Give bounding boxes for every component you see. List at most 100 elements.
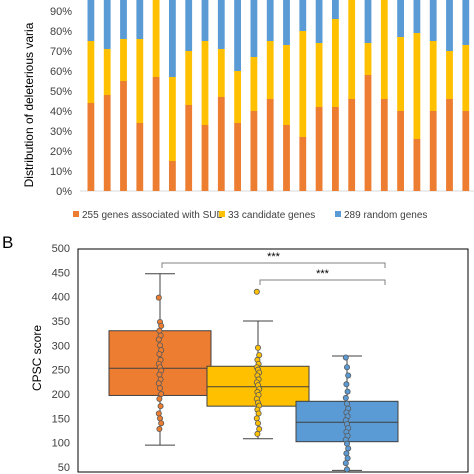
bar-segment: [103, 0, 111, 49]
data-point: [254, 420, 261, 427]
bar-segment: [152, 77, 160, 191]
legend-swatch: [73, 211, 79, 217]
bar-segment: [380, 99, 388, 191]
bar-segment: [299, 0, 307, 31]
data-point: [155, 410, 162, 417]
bar-segment: [120, 39, 127, 81]
bar-segment: [299, 31, 307, 137]
box-group: [295, 354, 399, 473]
bar-segment: [380, 0, 388, 99]
bars: [87, 0, 470, 191]
bar-segment: [332, 0, 339, 19]
data-point: [256, 426, 263, 433]
y-tick-label: 50%: [50, 86, 72, 98]
bar-segment: [136, 123, 144, 191]
legend-label: 289 random genes: [344, 210, 427, 221]
bar-segment: [266, 99, 274, 191]
data-point: [156, 342, 163, 349]
bar-segment: [201, 125, 209, 191]
bar-segment: [348, 0, 356, 99]
bar-segment: [332, 107, 339, 191]
bar-segment: [234, 123, 241, 191]
bar-segment: [462, 45, 470, 111]
bar-segment: [462, 111, 470, 191]
bar-segment: [234, 0, 241, 71]
bar-segment: [136, 0, 144, 39]
y-tick-label: 200: [52, 389, 70, 401]
bar-segment: [201, 41, 209, 125]
y-tick-label: 300: [52, 340, 70, 352]
significance-label: ***: [316, 268, 330, 280]
plot-area-frame: [77, 248, 469, 473]
bar-segment: [266, 0, 274, 41]
bar-segment: [364, 75, 372, 191]
data-point: [158, 390, 165, 397]
data-point: [342, 354, 349, 361]
bar-segment: [299, 137, 307, 191]
data-point: [254, 430, 261, 437]
bar-segment: [397, 111, 404, 191]
bar-segment: [348, 99, 356, 191]
data-point: [156, 415, 163, 422]
bar-segment: [446, 51, 453, 99]
bar-segment: [413, 139, 421, 191]
y-tick-labels: 50 100 150 200 250 300 350 400 450 500: [52, 243, 70, 474]
y-tick-label: 80%: [50, 26, 72, 38]
bar-segment: [234, 71, 241, 123]
bar-segment: [332, 19, 339, 107]
bar-segment: [87, 41, 95, 103]
y-tick-label: 500: [52, 243, 70, 255]
data-point: [343, 450, 350, 457]
bar-segment: [120, 0, 127, 39]
y-tick-label: 90%: [50, 6, 72, 18]
data-point: [254, 344, 261, 351]
data-point: [342, 460, 349, 467]
data-point: [345, 445, 352, 452]
y-tick-label: 70%: [50, 46, 72, 58]
bar-segment: [315, 0, 323, 43]
data-point: [155, 336, 162, 343]
data-point: [158, 322, 165, 329]
data-point: [156, 385, 163, 392]
bar-segment: [217, 49, 225, 97]
bar-segment: [87, 0, 95, 41]
bar-segment: [185, 51, 193, 105]
data-point: [157, 403, 164, 410]
y-tick-label: 60%: [50, 66, 72, 78]
bar-segment: [250, 57, 258, 111]
bar-segment: [185, 105, 193, 191]
bar-segment: [87, 103, 95, 191]
bar-segment: [169, 161, 176, 191]
significance-bracket: [161, 262, 386, 268]
bar-segment: [266, 41, 274, 99]
bar-segment: [429, 111, 437, 191]
y-tick-label: 20%: [50, 146, 72, 158]
y-axis-title: CPSC score: [30, 325, 44, 391]
bar-segment: [185, 0, 193, 51]
box-plot-chart: 50 100 150 200 250 300 350 400 450 500 CPSC score…: [30, 243, 469, 474]
bar-segment: [103, 95, 111, 191]
legend-label: 33 candidate genes: [228, 210, 315, 221]
data-point: [253, 288, 260, 295]
data-point: [343, 466, 350, 473]
data-point: [342, 394, 349, 401]
data-point: [256, 352, 263, 359]
bar-segment: [397, 37, 404, 111]
y-tick-label: 250: [52, 365, 70, 377]
y-axis-title: Distribution of deleterious varia: [22, 22, 36, 187]
bar-segment: [446, 0, 453, 51]
data-point: [345, 372, 352, 379]
bar-segment: [315, 107, 323, 191]
data-point: [155, 380, 162, 387]
data-point: [155, 294, 162, 301]
y-tick-label: 100: [52, 438, 70, 450]
y-tick-labels: 0% 10% 20% 30% 40% 50% 60% 70% 80% 90%: [50, 6, 72, 198]
bar-segment: [169, 77, 176, 161]
data-point: [344, 388, 351, 395]
bar-segment: [283, 45, 290, 125]
legend-swatch: [335, 211, 341, 217]
bar-segment: [169, 0, 176, 77]
legend-label: 255 genes associated with SUD: [82, 210, 224, 221]
data-point: [156, 426, 163, 433]
data-point: [343, 381, 350, 388]
